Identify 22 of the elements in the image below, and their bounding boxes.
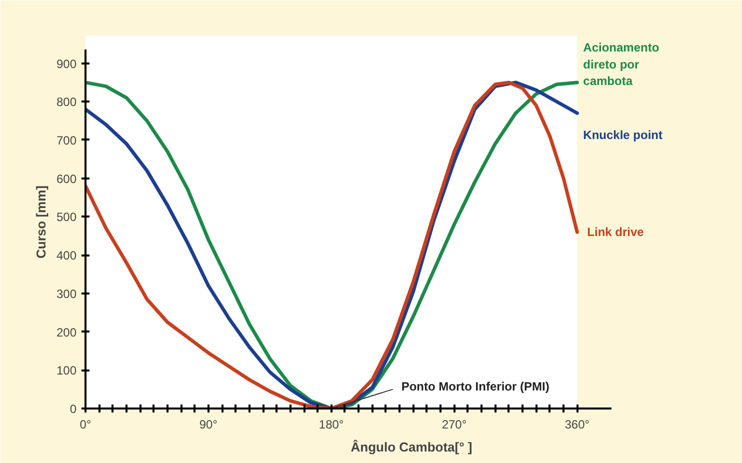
y-tick-label: 700 bbox=[56, 133, 77, 148]
y-tick-label: 500 bbox=[56, 210, 77, 224]
x-tick-label: 90° bbox=[199, 418, 218, 432]
x-axis-title: Ângulo Cambota[° ] bbox=[350, 440, 472, 454]
y-tick-label: 600 bbox=[56, 172, 77, 186]
y-tick-label: 200 bbox=[56, 325, 77, 340]
series-label: Link drive bbox=[587, 225, 644, 240]
x-tick-label: 180° bbox=[318, 418, 344, 432]
x-tick-label: 0° bbox=[80, 418, 92, 432]
line-series bbox=[86, 80, 579, 408]
series-label: Knuckle point bbox=[583, 128, 663, 142]
x-tick-label: 360° bbox=[564, 418, 590, 432]
y-tick-label: 300 bbox=[56, 286, 77, 301]
y-tick-label: 100 bbox=[56, 364, 77, 378]
series-label: Acionamento direto por cambota bbox=[583, 40, 660, 88]
x-tick-label: 270° bbox=[442, 418, 467, 432]
annotation: Ponto Morto Inferior (PMI) bbox=[401, 380, 550, 394]
y-tick-label: 400 bbox=[56, 248, 77, 263]
y-axis-title: Curso [mm] bbox=[33, 186, 48, 258]
y-tick-label: 900 bbox=[56, 56, 77, 71]
y-tick-label: 800 bbox=[56, 95, 77, 110]
y-tick-label: 0 bbox=[70, 402, 77, 416]
